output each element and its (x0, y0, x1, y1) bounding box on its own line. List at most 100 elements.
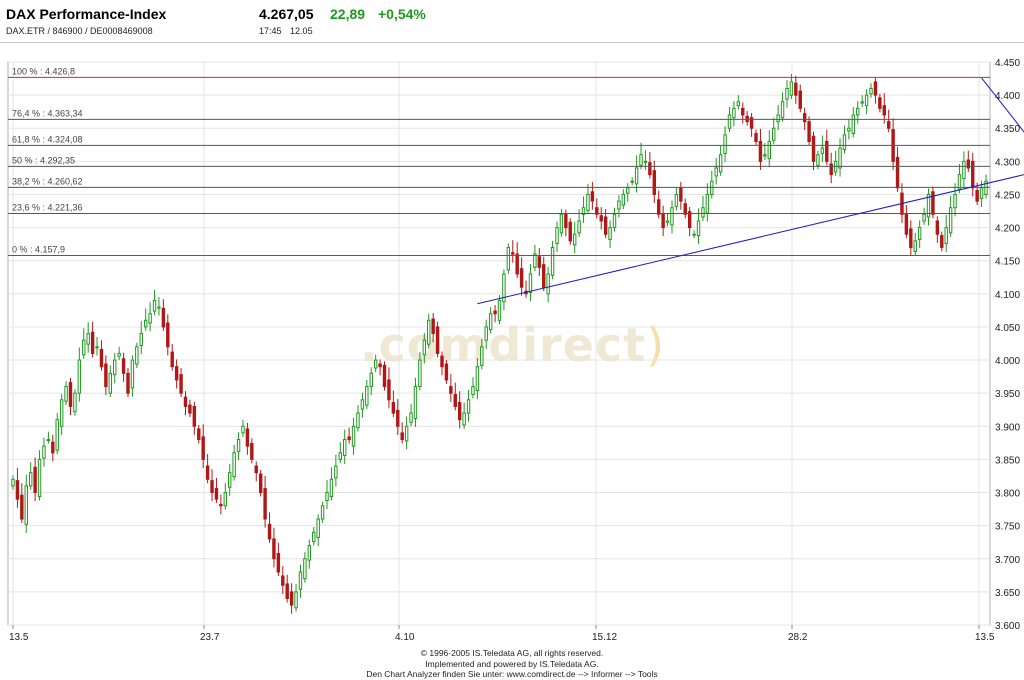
quote-time: 17:45 (259, 26, 282, 36)
candle-body (519, 268, 524, 288)
candle-body (86, 333, 90, 345)
candle-body (785, 87, 789, 100)
candle-body (948, 207, 953, 234)
candle-body (630, 180, 634, 183)
candle-body (236, 439, 241, 452)
candle-body (904, 213, 909, 235)
candle-body (528, 273, 533, 293)
candle-body (612, 213, 617, 229)
candle-body (418, 359, 422, 388)
candle-body (258, 473, 263, 494)
candle-body (811, 135, 816, 162)
candle-body (161, 307, 166, 328)
candle-body (794, 82, 798, 96)
candle-body (59, 399, 64, 427)
candle-body (356, 412, 360, 429)
candle-body (940, 235, 944, 248)
candle-body (864, 94, 869, 107)
candle-body (860, 101, 864, 104)
candle-body (453, 394, 457, 407)
y-tick-label: 4.100 (995, 290, 1020, 301)
chart-analyzer-line: Den Chart Analyzer finden Sie unter: www… (366, 669, 658, 679)
x-tick-label: 4.10 (395, 632, 415, 643)
x-tick-label: 28.2 (788, 632, 808, 643)
candle-body (391, 401, 396, 414)
candle-body (847, 127, 851, 132)
candle-body (73, 392, 77, 413)
candle-body (559, 213, 564, 234)
candle-body (37, 458, 42, 498)
candle-body (148, 313, 152, 324)
candle-body (736, 101, 741, 107)
candle-body (289, 591, 294, 606)
y-tick-label: 4.400 (995, 91, 1020, 102)
y-tick-label: 4.350 (995, 124, 1020, 135)
candle-body (210, 480, 214, 494)
candle-body (789, 81, 794, 96)
candle-body (493, 310, 497, 315)
candle-body (758, 140, 763, 162)
candle-body (121, 358, 126, 374)
candle-body (285, 583, 289, 600)
candle-body (820, 147, 825, 154)
candle-body (347, 436, 351, 441)
fibonacci-label: 38,2 % : 4.260,62 (12, 176, 83, 186)
candle-body (342, 439, 347, 456)
candle-body (457, 401, 462, 421)
candle-body (643, 160, 648, 163)
y-tick-label: 4.200 (995, 224, 1020, 235)
y-tick-label: 4.300 (995, 157, 1020, 168)
candle-body (329, 478, 334, 498)
candle-body (466, 399, 471, 414)
y-tick-label: 4.000 (995, 356, 1020, 367)
candle-body (228, 472, 232, 488)
candle-body (771, 127, 776, 141)
candle-body (281, 575, 285, 586)
candle-body (657, 199, 661, 215)
candle-body (276, 552, 281, 573)
candle-body (975, 189, 979, 202)
x-tick-label: 13.5 (975, 632, 995, 643)
candle-body (179, 374, 183, 394)
chart-header: DAX Performance-Index DAX.ETR / 846900 /… (0, 0, 1024, 43)
candle-body (28, 472, 33, 487)
candle-body (24, 485, 28, 525)
candle-body (842, 134, 847, 150)
candle-body (338, 452, 342, 460)
candle-body (183, 396, 188, 407)
candle-body (382, 364, 387, 388)
candle-body (250, 443, 254, 460)
candle-body (294, 591, 298, 609)
x-tick-label: 13.5 (9, 632, 29, 643)
candle-body (913, 240, 917, 252)
candle-body (334, 465, 338, 479)
candle-body (143, 319, 148, 328)
quote-timestamp: 17:45 12.05 (259, 26, 319, 36)
candle-body (537, 256, 542, 268)
candle-body (802, 113, 807, 123)
candle-body (665, 220, 670, 223)
candle-body (957, 174, 962, 190)
candle-body (351, 425, 356, 447)
candle-body (135, 346, 139, 365)
candle-body (652, 170, 657, 195)
candle-body (829, 163, 833, 176)
candle-body (214, 488, 219, 500)
candle-body (312, 531, 316, 543)
candle-body (922, 213, 926, 222)
candle-body (139, 333, 143, 346)
candle-body (780, 101, 785, 119)
candle-body (51, 441, 55, 454)
candle-body (603, 216, 608, 235)
candle-body (396, 409, 400, 427)
candle-body (33, 466, 37, 494)
candle-body (670, 207, 674, 226)
candle-body (462, 412, 466, 426)
candle-body (42, 445, 46, 459)
candle-body (763, 154, 767, 157)
candle-body (718, 154, 723, 173)
candle-body (55, 419, 59, 451)
candle-body (617, 200, 621, 210)
candle-body (400, 432, 404, 441)
candle-body (621, 193, 626, 206)
